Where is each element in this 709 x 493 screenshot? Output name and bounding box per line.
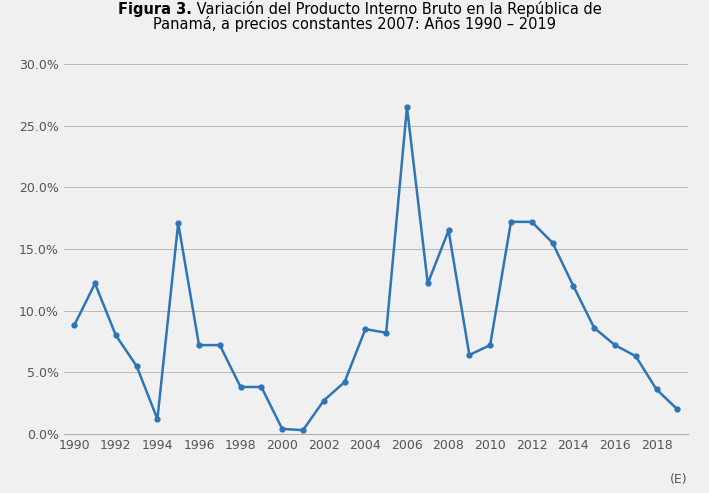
Text: (E): (E) <box>670 473 688 486</box>
Text: Figura 3.: Figura 3. <box>118 2 191 17</box>
Text: Variación del Producto Interno Bruto en la República de: Variación del Producto Interno Bruto en … <box>191 1 601 17</box>
Text: Panamá, a precios constantes 2007: Años 1990 – 2019: Panamá, a precios constantes 2007: Años … <box>153 16 556 32</box>
